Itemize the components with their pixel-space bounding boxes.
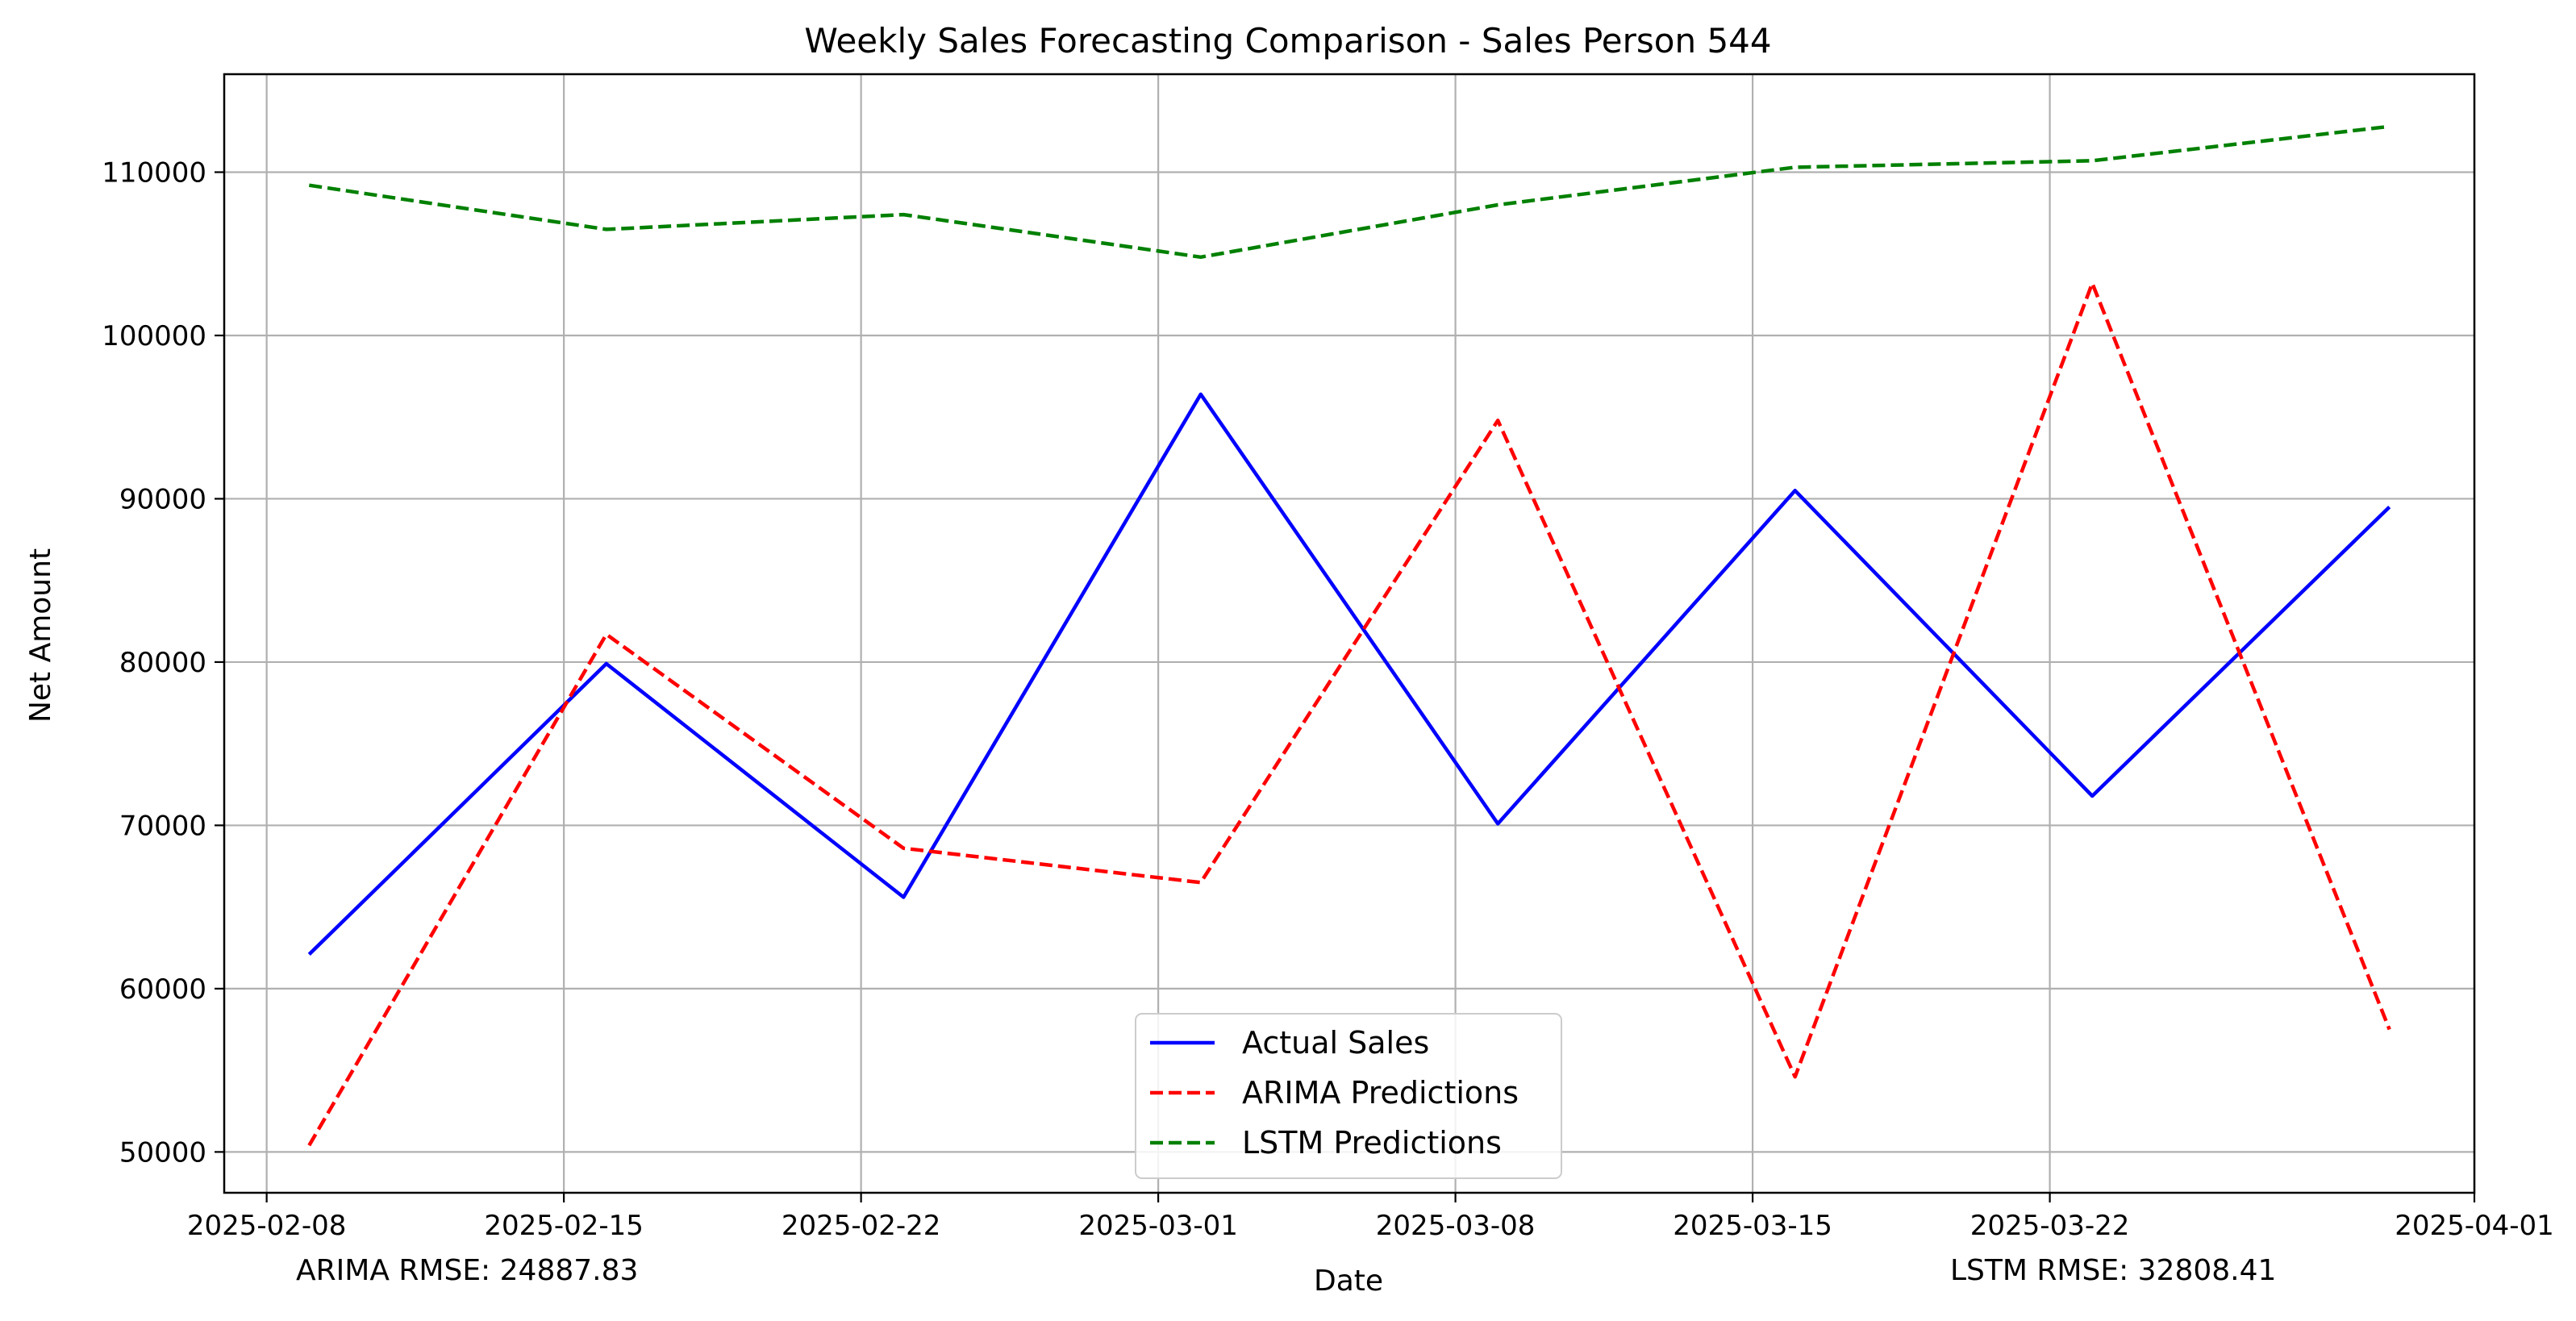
axis-ticks: 2025-02-08 2025-02-15 2025-02-22 2025-03-01… (102, 156, 2554, 1242)
legend-label-lstm-predictions: LSTM Predictions (1242, 1125, 1502, 1161)
y-axis-label: Net Amount (24, 548, 57, 723)
x-tick-label: 2025-03-01 (1078, 1210, 1238, 1242)
legend-label-actual-sales: Actual Sales (1242, 1025, 1429, 1061)
y-tick-label: 100000 (102, 320, 206, 352)
lstm-rmse-annotation: LSTM RMSE: 32808.41 (1950, 1254, 2276, 1287)
y-tick-label: 70000 (119, 810, 206, 842)
x-tick-label: 2025-02-22 (782, 1210, 941, 1242)
y-tick-label: 60000 (119, 973, 206, 1006)
legend: Actual Sales ARIMA Predictions LSTM Pred… (1135, 1013, 1562, 1179)
x-tick-label: 2025-03-15 (1673, 1210, 1832, 1242)
series-line-arima-predictions (307, 281, 2391, 1147)
plot-frame (223, 73, 2476, 1194)
y-tick-label: 80000 (119, 647, 206, 679)
series-lines (307, 124, 2391, 1147)
series-line-lstm-predictions (308, 124, 2390, 260)
x-tick-label: 2025-02-08 (187, 1210, 347, 1242)
y-tick-label: 110000 (102, 156, 206, 189)
chart-title: Weekly Sales Forecasting Comparison - Sa… (804, 21, 1771, 60)
arima-rmse-annotation: ARIMA RMSE: 24887.83 (296, 1254, 638, 1287)
legend-box (1135, 1013, 1562, 1179)
x-tick-label: 2025-04-01 (2395, 1210, 2554, 1242)
x-tick-label: 2025-02-15 (484, 1210, 644, 1242)
series-line-actual-sales (307, 392, 2391, 956)
y-tick-label: 50000 (119, 1136, 206, 1169)
x-axis-label: Date (1314, 1265, 1383, 1298)
x-tick-label: 2025-03-22 (1970, 1210, 2130, 1242)
x-tick-label: 2025-03-08 (1376, 1210, 1536, 1242)
y-tick-label: 90000 (119, 483, 206, 515)
legend-label-arima-predictions: ARIMA Predictions (1242, 1075, 1519, 1111)
